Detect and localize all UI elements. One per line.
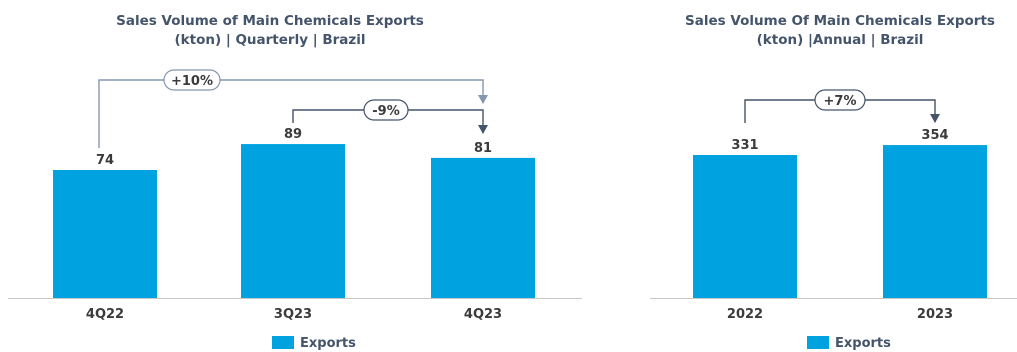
x-tick-2022: 2022 (727, 307, 763, 322)
data-label-4Q23: 81 (474, 141, 492, 156)
x-tick-4Q22: 4Q22 (86, 307, 124, 322)
change-bracket-0 (98, 79, 488, 148)
quarterly-chart: 74 4Q22 89 3Q23 81 4Q23 +10% -9% (8, 69, 582, 322)
quarterly-chart-title: Sales Volume of Main Chemicals Exports (116, 13, 424, 29)
quarterly-legend-swatch (272, 336, 294, 349)
change-pill-1 (363, 99, 409, 121)
bar-3Q23 (241, 144, 345, 298)
change-label-1: -9% (372, 104, 399, 119)
x-tick-3Q23: 3Q23 (274, 307, 312, 322)
change-label-0: +7% (824, 94, 857, 109)
data-label-2022: 331 (731, 138, 758, 153)
annual-chart-subtitle: (kton) |Annual | Brazil (757, 32, 924, 48)
bar-2022 (693, 155, 797, 298)
x-tick-2023: 2023 (917, 307, 953, 322)
bar-4Q23 (431, 157, 535, 298)
quarterly-chart-subtitle: (kton) | Quarterly | Brazil (174, 32, 365, 48)
x-tick-4Q23: 4Q23 (464, 307, 502, 322)
data-label-3Q23: 89 (284, 127, 302, 142)
bar-2023 (883, 145, 987, 298)
annual-chart-title: Sales Volume Of Main Chemicals Exports (685, 13, 995, 29)
annual-chart: 331 2022 354 2023 +7% (650, 89, 1017, 322)
data-label-4Q22: 74 (96, 153, 114, 168)
annual-legend-label: Exports (835, 336, 891, 351)
data-label-2023: 354 (921, 128, 948, 143)
change-label-0: +10% (171, 74, 213, 89)
quarterly-legend-label: Exports (300, 336, 356, 351)
bar-4Q22 (53, 170, 157, 298)
change-pill-0 (163, 69, 221, 91)
annual-legend-swatch (807, 336, 829, 349)
change-pill-0 (814, 89, 866, 111)
